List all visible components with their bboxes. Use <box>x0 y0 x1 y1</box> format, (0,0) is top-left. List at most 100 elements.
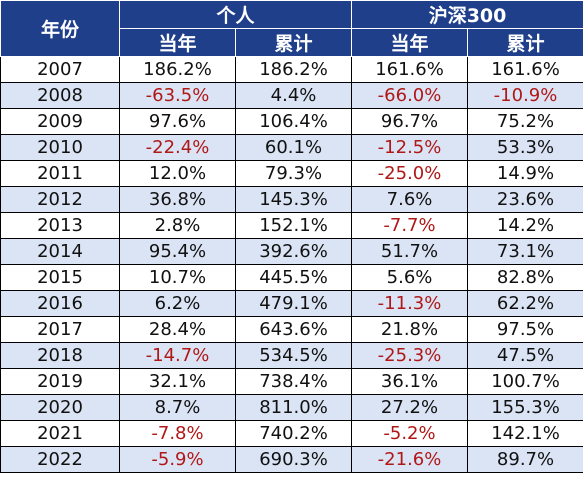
year-cell: 2021 <box>0 420 120 447</box>
personal-cumulative-cell: 392.6% <box>234 238 353 265</box>
csi300-annual-cell: 21.8% <box>351 316 469 343</box>
table-row: 2008 -63.5% 4.4% -66.0% -10.9% <box>0 82 583 109</box>
personal-cumulative-cell: 738.4% <box>234 368 353 395</box>
personal-annual-cell: 8.7% <box>119 394 236 421</box>
personal-cumulative-cell: 445.5% <box>234 264 353 291</box>
personal-cumulative-cell: 811.0% <box>234 394 353 421</box>
header-year: 年份 <box>0 0 120 57</box>
table-row: 2010 -22.4% 60.1% -12.5% 53.3% <box>0 134 583 161</box>
table-row: 2016 6.2% 479.1% -11.3% 62.2% <box>0 290 583 317</box>
csi300-annual-cell: -11.3% <box>351 290 469 317</box>
year-cell: 2010 <box>0 134 120 161</box>
csi300-annual-cell: -21.6% <box>351 446 469 473</box>
personal-annual-cell: 36.8% <box>119 186 236 213</box>
table-row: 2014 95.4% 392.6% 51.7% 73.1% <box>0 238 583 265</box>
header-row-sub: 当年 累计 当年 累计 <box>1 28 583 57</box>
csi300-cumulative-cell: -10.9% <box>467 82 583 109</box>
table-row: 2022 -5.9% 690.3% -21.6% 89.7% <box>0 446 583 473</box>
csi300-annual-cell: -25.0% <box>351 160 469 187</box>
personal-annual-cell: -22.4% <box>119 134 236 161</box>
year-cell: 2012 <box>0 186 120 213</box>
csi300-annual-cell: 51.7% <box>351 238 469 265</box>
year-cell: 2008 <box>0 82 120 109</box>
year-cell: 2011 <box>0 160 120 187</box>
personal-annual-cell: 97.6% <box>119 108 236 135</box>
header-personal-cumulative: 累计 <box>234 28 353 57</box>
personal-cumulative-cell: 740.2% <box>234 420 353 447</box>
csi300-annual-cell: 5.6% <box>351 264 469 291</box>
personal-annual-cell: -5.9% <box>119 446 236 473</box>
year-cell: 2015 <box>0 264 120 291</box>
personal-cumulative-cell: 534.5% <box>234 342 353 369</box>
personal-annual-cell: -63.5% <box>119 82 236 109</box>
csi300-cumulative-cell: 23.6% <box>467 186 583 213</box>
table-row: 2009 97.6% 106.4% 96.7% 75.2% <box>0 108 583 135</box>
table-row: 2018 -14.7% 534.5% -25.3% 47.5% <box>0 342 583 369</box>
csi300-cumulative-cell: 14.2% <box>467 212 583 239</box>
csi300-cumulative-cell: 82.8% <box>467 264 583 291</box>
personal-annual-cell: 2.8% <box>119 212 236 239</box>
personal-cumulative-cell: 4.4% <box>234 82 353 109</box>
personal-annual-cell: 186.2% <box>119 56 236 83</box>
csi300-annual-cell: 7.6% <box>351 186 469 213</box>
returns-table: 年份 个人 沪深300 当年 累计 当年 累计 2007 186.2% 186.2%… <box>0 0 583 473</box>
csi300-cumulative-cell: 73.1% <box>467 238 583 265</box>
personal-cumulative-cell: 690.3% <box>234 446 353 473</box>
csi300-cumulative-cell: 161.6% <box>467 56 583 83</box>
csi300-annual-cell: 96.7% <box>351 108 469 135</box>
table-body: 2007 186.2% 186.2% 161.6% 161.6% 2008 -63.5% 4.… <box>0 56 583 473</box>
year-cell: 2007 <box>0 56 120 83</box>
year-cell: 2022 <box>0 446 120 473</box>
personal-annual-cell: 10.7% <box>119 264 236 291</box>
year-cell: 2009 <box>0 108 120 135</box>
table-header: 年份 个人 沪深300 当年 累计 当年 累计 <box>0 0 583 57</box>
personal-cumulative-cell: 643.6% <box>234 316 353 343</box>
csi300-annual-cell: -7.7% <box>351 212 469 239</box>
csi300-cumulative-cell: 89.7% <box>467 446 583 473</box>
table-row: 2012 36.8% 145.3% 7.6% 23.6% <box>0 186 583 213</box>
personal-annual-cell: 12.0% <box>119 160 236 187</box>
header-row-groups: 年份 个人 沪深300 <box>0 0 583 57</box>
personal-annual-cell: 95.4% <box>119 238 236 265</box>
year-cell: 2018 <box>0 342 120 369</box>
table-row: 2013 2.8% 152.1% -7.7% 14.2% <box>0 212 583 239</box>
csi300-annual-cell: 36.1% <box>351 368 469 395</box>
csi300-cumulative-cell: 97.5% <box>467 316 583 343</box>
year-cell: 2013 <box>0 212 120 239</box>
csi300-annual-cell: 27.2% <box>351 394 469 421</box>
personal-cumulative-cell: 186.2% <box>234 56 353 83</box>
header-personal-annual: 当年 <box>119 28 236 57</box>
year-cell: 2019 <box>0 368 120 395</box>
year-cell: 2017 <box>0 316 120 343</box>
personal-annual-cell: 28.4% <box>119 316 236 343</box>
personal-cumulative-cell: 479.1% <box>234 290 353 317</box>
personal-cumulative-cell: 106.4% <box>234 108 353 135</box>
year-cell: 2020 <box>0 394 120 421</box>
personal-annual-cell: 6.2% <box>119 290 236 317</box>
csi300-cumulative-cell: 100.7% <box>467 368 583 395</box>
personal-cumulative-cell: 79.3% <box>234 160 353 187</box>
personal-annual-cell: -14.7% <box>119 342 236 369</box>
csi300-annual-cell: -12.5% <box>351 134 469 161</box>
table-row: 2007 186.2% 186.2% 161.6% 161.6% <box>0 56 583 83</box>
header-group-personal: 个人 <box>118 0 353 29</box>
csi300-cumulative-cell: 75.2% <box>467 108 583 135</box>
csi300-cumulative-cell: 142.1% <box>467 420 583 447</box>
csi300-annual-cell: -25.3% <box>351 342 469 369</box>
csi300-cumulative-cell: 62.2% <box>467 290 583 317</box>
csi300-annual-cell: -5.2% <box>351 420 469 447</box>
table-row: 2015 10.7% 445.5% 5.6% 82.8% <box>0 264 583 291</box>
table-row: 2017 28.4% 643.6% 21.8% 97.5% <box>0 316 583 343</box>
csi300-annual-cell: -66.0% <box>351 82 469 109</box>
year-cell: 2014 <box>0 238 120 265</box>
table-row: 2019 32.1% 738.4% 36.1% 100.7% <box>0 368 583 395</box>
csi300-cumulative-cell: 14.9% <box>467 160 583 187</box>
table-row: 2020 8.7% 811.0% 27.2% 155.3% <box>0 394 583 421</box>
personal-cumulative-cell: 60.1% <box>234 134 353 161</box>
personal-cumulative-cell: 152.1% <box>234 212 353 239</box>
table-row: 2011 12.0% 79.3% -25.0% 14.9% <box>0 160 583 187</box>
personal-annual-cell: 32.1% <box>119 368 236 395</box>
personal-annual-cell: -7.8% <box>119 420 236 447</box>
csi300-cumulative-cell: 53.3% <box>467 134 583 161</box>
header-csi300-cumulative: 累计 <box>467 28 583 57</box>
